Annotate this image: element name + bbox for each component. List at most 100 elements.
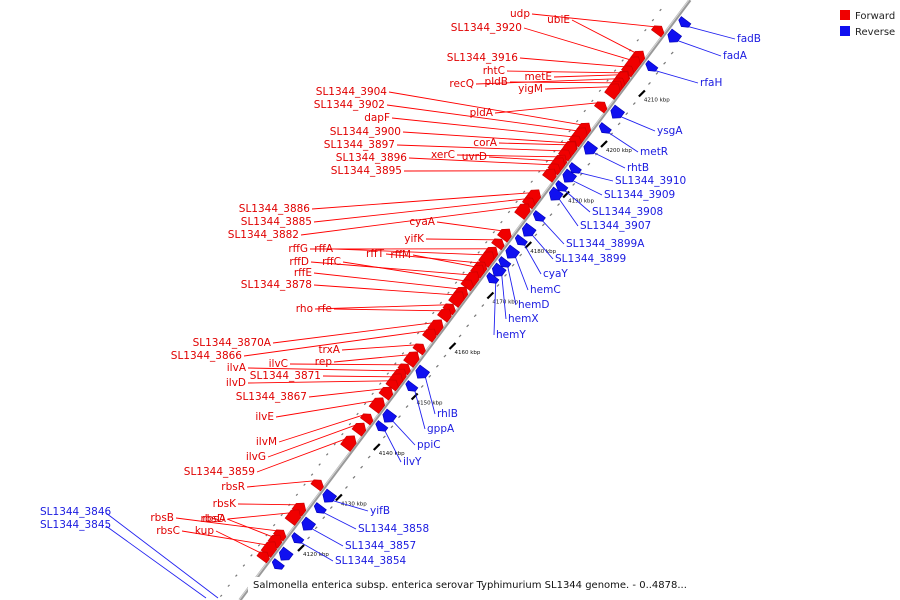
gene-label-forward[interactable]: rep — [315, 356, 333, 368]
gene-label-forward[interactable]: kup — [195, 525, 214, 537]
gene-label-reverse[interactable]: fadA — [723, 50, 748, 62]
gene-label-forward[interactable]: rffA — [314, 243, 334, 255]
gene-label-forward[interactable]: ilvC — [269, 358, 288, 370]
gene-arrow-forward[interactable] — [260, 541, 278, 558]
gene-arrow-forward[interactable] — [284, 509, 302, 526]
gene-label-forward[interactable]: SL1344_3902 — [314, 99, 385, 111]
gene-label-forward[interactable]: yifK — [404, 233, 425, 245]
gene-arrow-forward[interactable] — [448, 291, 465, 308]
gene-label-reverse[interactable]: cyaY — [543, 268, 568, 280]
gene-label-reverse[interactable]: ilvY — [403, 456, 422, 468]
gene-label-forward[interactable]: SL1344_3886 — [239, 203, 311, 215]
gene-label-forward[interactable]: rho — [296, 303, 313, 315]
gene-label-forward[interactable]: dapF — [364, 112, 390, 124]
gene-label-reverse[interactable]: SL1344_3907 — [580, 220, 651, 232]
gene-arrow-reverse[interactable] — [382, 408, 398, 423]
gene-arrow-reverse[interactable] — [548, 186, 564, 201]
gene-label-forward[interactable]: rbsK — [213, 498, 237, 510]
gene-label-reverse[interactable]: ysgA — [657, 125, 683, 137]
gene-label-forward[interactable]: ilvA — [227, 362, 247, 374]
gene-arrow-forward[interactable] — [412, 343, 426, 356]
gene-arrow-forward[interactable] — [256, 551, 270, 564]
gene-arrow-reverse[interactable] — [562, 168, 578, 183]
gene-label-forward[interactable]: rffD — [289, 256, 309, 268]
gene-label-forward[interactable]: SL1344_3871 — [250, 370, 321, 382]
gene-label-forward[interactable]: ubiE — [547, 14, 570, 26]
gene-arrow-forward[interactable] — [403, 351, 420, 368]
gene-arrow-forward[interactable] — [604, 83, 621, 100]
gene-arrow-reverse[interactable] — [491, 262, 507, 277]
gene-label-forward[interactable]: corA — [473, 137, 498, 149]
gene-label-reverse[interactable]: rhlB — [437, 408, 458, 420]
gene-label-forward[interactable]: trxA — [318, 344, 340, 356]
gene-label-reverse[interactable]: yifB — [370, 505, 390, 517]
gene-label-reverse[interactable]: gppA — [427, 423, 455, 435]
gene-arrow-reverse[interactable] — [678, 16, 692, 28]
gene-arrow-reverse[interactable] — [568, 162, 582, 174]
gene-label-forward[interactable]: SL1344_3897 — [324, 139, 395, 151]
gene-label-forward[interactable]: rbsC — [156, 525, 180, 537]
gene-label-forward[interactable]: ilvG — [246, 451, 266, 463]
gene-label-forward[interactable]: rbsA — [202, 513, 226, 525]
gene-label-reverse[interactable]: SL1344_3910 — [615, 175, 686, 187]
gene-arrow-forward[interactable] — [422, 328, 437, 343]
gene-label-forward[interactable]: pldB — [485, 76, 508, 88]
gene-arrow-forward[interactable] — [542, 168, 557, 183]
gene-arrow-forward[interactable] — [521, 197, 536, 210]
gene-label-forward[interactable]: rhtC — [483, 65, 505, 77]
gene-label-forward[interactable]: yigM — [518, 83, 543, 95]
gene-arrow-reverse[interactable] — [486, 272, 500, 284]
gene-arrow-reverse[interactable] — [313, 502, 327, 514]
gene-arrow-reverse[interactable] — [610, 104, 626, 119]
gene-arrow-forward[interactable] — [340, 435, 357, 452]
gene-label-forward[interactable]: udp — [510, 8, 530, 20]
gene-label-reverse[interactable]: SL1344_3857 — [345, 540, 416, 552]
gene-arrow-forward[interactable] — [497, 228, 512, 243]
gene-arrow-reverse[interactable] — [555, 180, 569, 192]
gene-label-forward[interactable]: rffT — [366, 248, 385, 260]
gene-label-reverse[interactable]: SL1344_3909 — [604, 189, 675, 201]
gene-label-forward[interactable]: SL1344_3885 — [241, 216, 312, 228]
gene-arrow-reverse[interactable] — [301, 516, 317, 531]
gene-arrow-reverse[interactable] — [532, 210, 546, 222]
gene-label-forward[interactable]: xerC — [431, 149, 455, 161]
gene-label-reverse[interactable]: SL1344_3908 — [592, 206, 663, 218]
gene-label-reverse[interactable]: ppiC — [417, 439, 441, 451]
gene-arrow-forward[interactable] — [385, 379, 399, 392]
gene-arrow-reverse[interactable] — [271, 558, 285, 570]
gene-arrow-forward[interactable] — [514, 203, 531, 220]
gene-label-forward[interactable]: SL1344_3866 — [171, 350, 243, 362]
gene-label-forward[interactable]: SL1344_3867 — [236, 391, 307, 403]
gene-arrow-reverse[interactable] — [291, 532, 305, 544]
gene-arrow-reverse[interactable] — [514, 234, 528, 246]
gene-label-forward[interactable]: rbsD — [200, 513, 225, 525]
gene-label-reverse[interactable]: metR — [640, 146, 668, 158]
gene-label-reverse[interactable]: SL1344_3854 — [335, 555, 407, 567]
gene-label-reverse[interactable]: hemC — [530, 284, 561, 296]
gene-arrow-forward[interactable] — [368, 397, 386, 414]
gene-label-forward[interactable]: rffC — [322, 256, 341, 268]
gene-arrow-reverse[interactable] — [667, 28, 683, 43]
gene-label-forward[interactable]: rffE — [294, 267, 312, 279]
gene-label-reverse[interactable]: hemY — [496, 329, 526, 341]
gene-label-forward[interactable]: rbsB — [150, 512, 174, 524]
gene-arrow-reverse[interactable] — [645, 60, 659, 72]
gene-label-forward[interactable]: SL1344_3916 — [447, 52, 519, 64]
gene-label-forward[interactable]: rfe — [318, 303, 332, 315]
gene-label-forward[interactable]: SL1344_3896 — [336, 152, 408, 164]
gene-arrow-reverse[interactable] — [405, 380, 419, 392]
gene-label-reverse[interactable]: SL1344_3846 — [40, 506, 112, 518]
gene-arrow-reverse[interactable] — [278, 546, 294, 561]
gene-label-reverse[interactable]: hemX — [508, 313, 539, 325]
gene-arrow-forward[interactable] — [310, 479, 324, 492]
gene-label-forward[interactable]: SL1344_3878 — [241, 279, 312, 291]
gene-arrow-forward[interactable] — [351, 422, 367, 437]
gene-label-forward[interactable]: rbsR — [221, 481, 245, 493]
gene-label-forward[interactable]: rffG — [288, 243, 308, 255]
gene-label-forward[interactable]: cyaA — [409, 216, 435, 228]
gene-arrow-reverse[interactable] — [583, 140, 599, 155]
gene-label-forward[interactable]: SL1344_3859 — [184, 466, 255, 478]
gene-label-forward[interactable]: SL1344_3920 — [451, 22, 522, 34]
gene-label-forward[interactable]: uvrD — [462, 151, 487, 163]
gene-arrow-reverse[interactable] — [375, 420, 389, 432]
